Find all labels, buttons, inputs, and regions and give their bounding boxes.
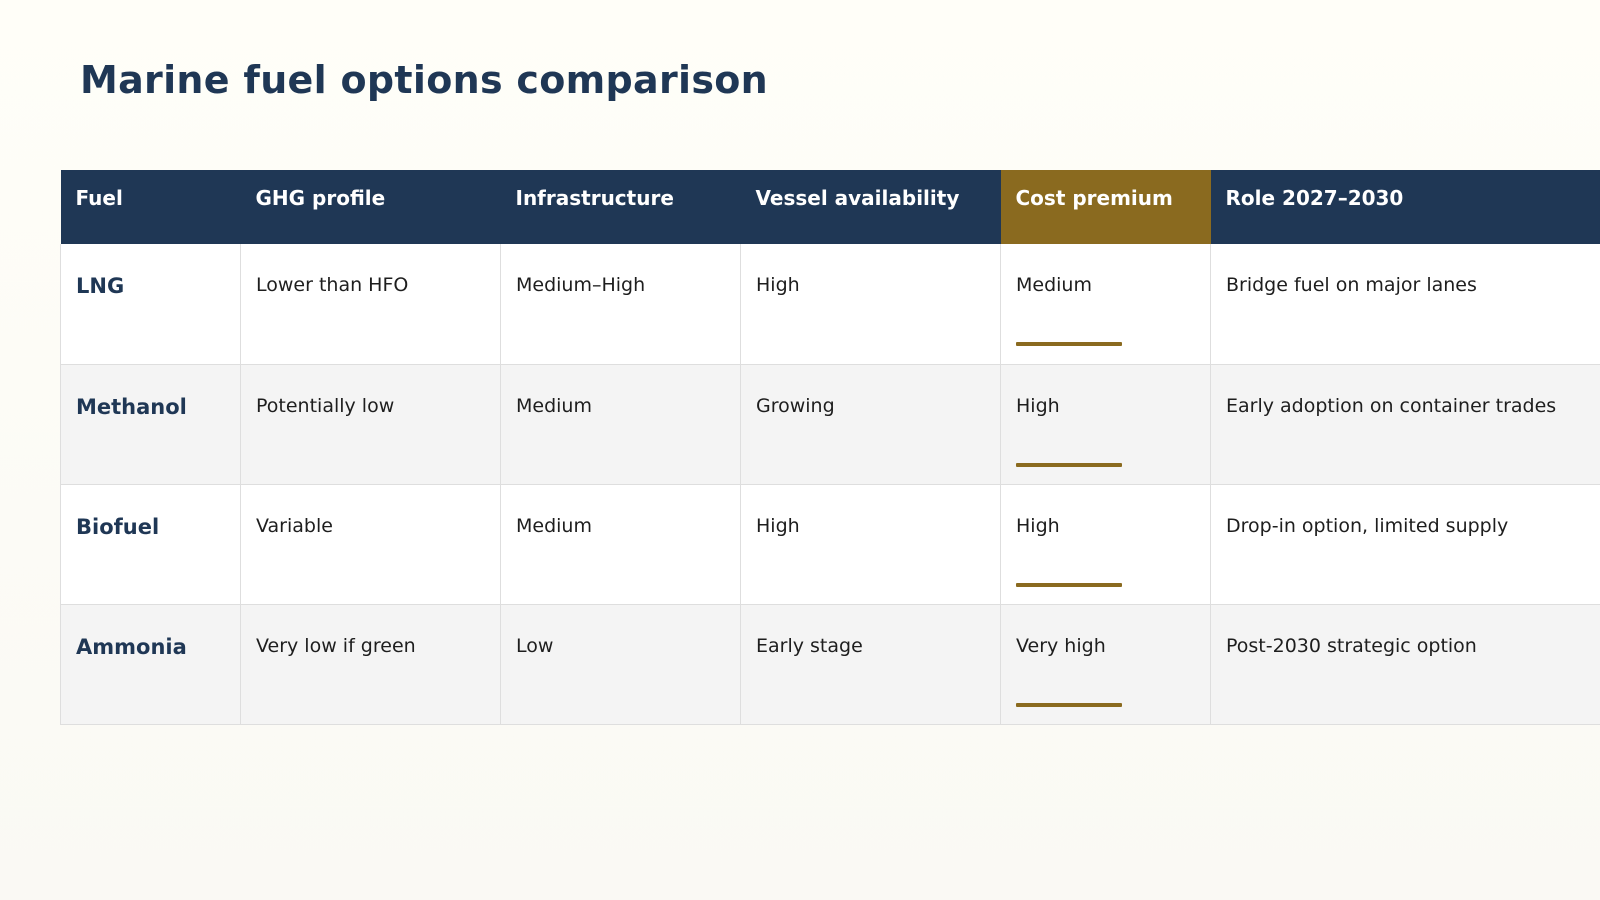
table-row: Biofuel Variable Medium High High Drop-i… (60, 484, 1600, 605)
cost-premium-value: High (1016, 394, 1060, 417)
cost-accent-bar (1016, 582, 1122, 587)
cost-accent-bar (1016, 702, 1122, 707)
fuel-name: Ammonia (60, 604, 241, 725)
header-cost-premium: Cost premium (1000, 170, 1211, 244)
role-cell: Drop-in option, limited supply (1210, 484, 1600, 605)
fuel-name: Methanol (60, 364, 241, 485)
cost-premium-cell: High (1000, 484, 1211, 605)
table-row: Methanol Potentially low Medium Growing … (60, 364, 1600, 485)
cost-premium-cell: Very high (1000, 604, 1211, 725)
cost-premium-cell: Medium (1000, 244, 1211, 365)
table-header-row: Fuel GHG profile Infrastructure Vessel a… (60, 170, 1600, 244)
cost-premium-value: High (1016, 514, 1060, 537)
vessel-availability-cell: High (740, 244, 1001, 365)
ghg-profile-cell: Variable (240, 484, 501, 605)
cost-accent-bar (1016, 342, 1122, 346)
infrastructure-cell: Medium (500, 484, 741, 605)
infrastructure-cell: Low (500, 604, 741, 725)
fuel-name: LNG (60, 244, 241, 365)
role-cell: Early adoption on container trades (1210, 364, 1600, 485)
header-ghg-profile: GHG profile (240, 170, 501, 244)
ghg-profile-cell: Lower than HFO (240, 244, 501, 365)
vessel-availability-cell: Growing (740, 364, 1001, 485)
ghg-profile-cell: Very low if green (240, 604, 501, 725)
fuel-comparison-table: Fuel GHG profile Infrastructure Vessel a… (60, 170, 1600, 725)
cost-premium-value: Very high (1016, 634, 1106, 657)
cost-premium-value: Medium (1016, 274, 1092, 296)
cost-accent-bar (1016, 462, 1122, 467)
vessel-availability-cell: Early stage (740, 604, 1001, 725)
ghg-profile-cell: Potentially low (240, 364, 501, 485)
table-row: Ammonia Very low if green Low Early stag… (60, 604, 1600, 725)
header-role: Role 2027–2030 (1210, 170, 1600, 244)
header-fuel: Fuel (60, 170, 241, 244)
page-title: Marine fuel options comparison (80, 58, 769, 102)
infrastructure-cell: Medium (500, 364, 741, 485)
role-cell: Post-2030 strategic option (1210, 604, 1600, 725)
header-vessel-availability: Vessel availability (740, 170, 1001, 244)
header-infrastructure: Infrastructure (500, 170, 741, 244)
vessel-availability-cell: High (740, 484, 1001, 605)
table-row: LNG Lower than HFO Medium–High High Medi… (60, 244, 1600, 365)
cost-premium-cell: High (1000, 364, 1211, 485)
infrastructure-cell: Medium–High (500, 244, 741, 365)
role-cell: Bridge fuel on major lanes (1210, 244, 1600, 365)
fuel-name: Biofuel (60, 484, 241, 605)
